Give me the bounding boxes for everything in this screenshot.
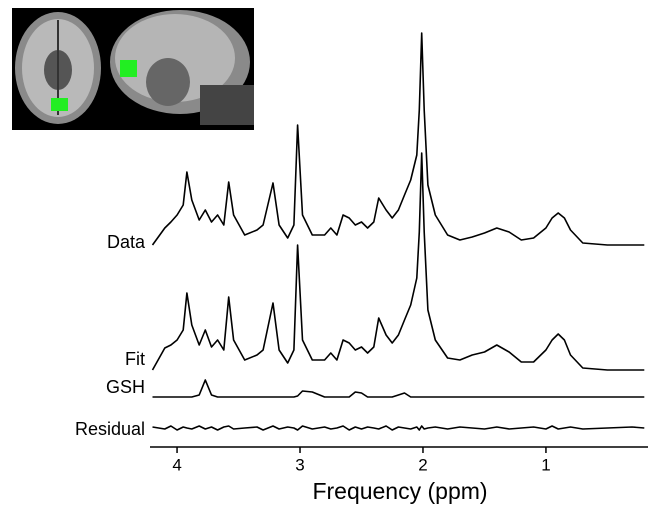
series-label: GSH (106, 377, 145, 397)
x-tick-label: 4 (172, 455, 181, 474)
x-tick-label: 3 (295, 455, 304, 474)
chart: Frequency (ppm) 4 3 2 1 Data Fit GSH Residual (0, 0, 650, 507)
spectrum-line (153, 380, 645, 397)
x-tick-label: 2 (418, 455, 427, 474)
series-label: Residual (75, 419, 145, 439)
spectrum-line (153, 153, 645, 370)
series-label: Data (107, 232, 146, 252)
spectrum-line (153, 426, 645, 430)
x-tick-label: 1 (541, 455, 550, 474)
series-label: Fit (125, 349, 145, 369)
x-axis-title: Frequency (ppm) (312, 478, 487, 504)
mri-inset (12, 8, 254, 130)
